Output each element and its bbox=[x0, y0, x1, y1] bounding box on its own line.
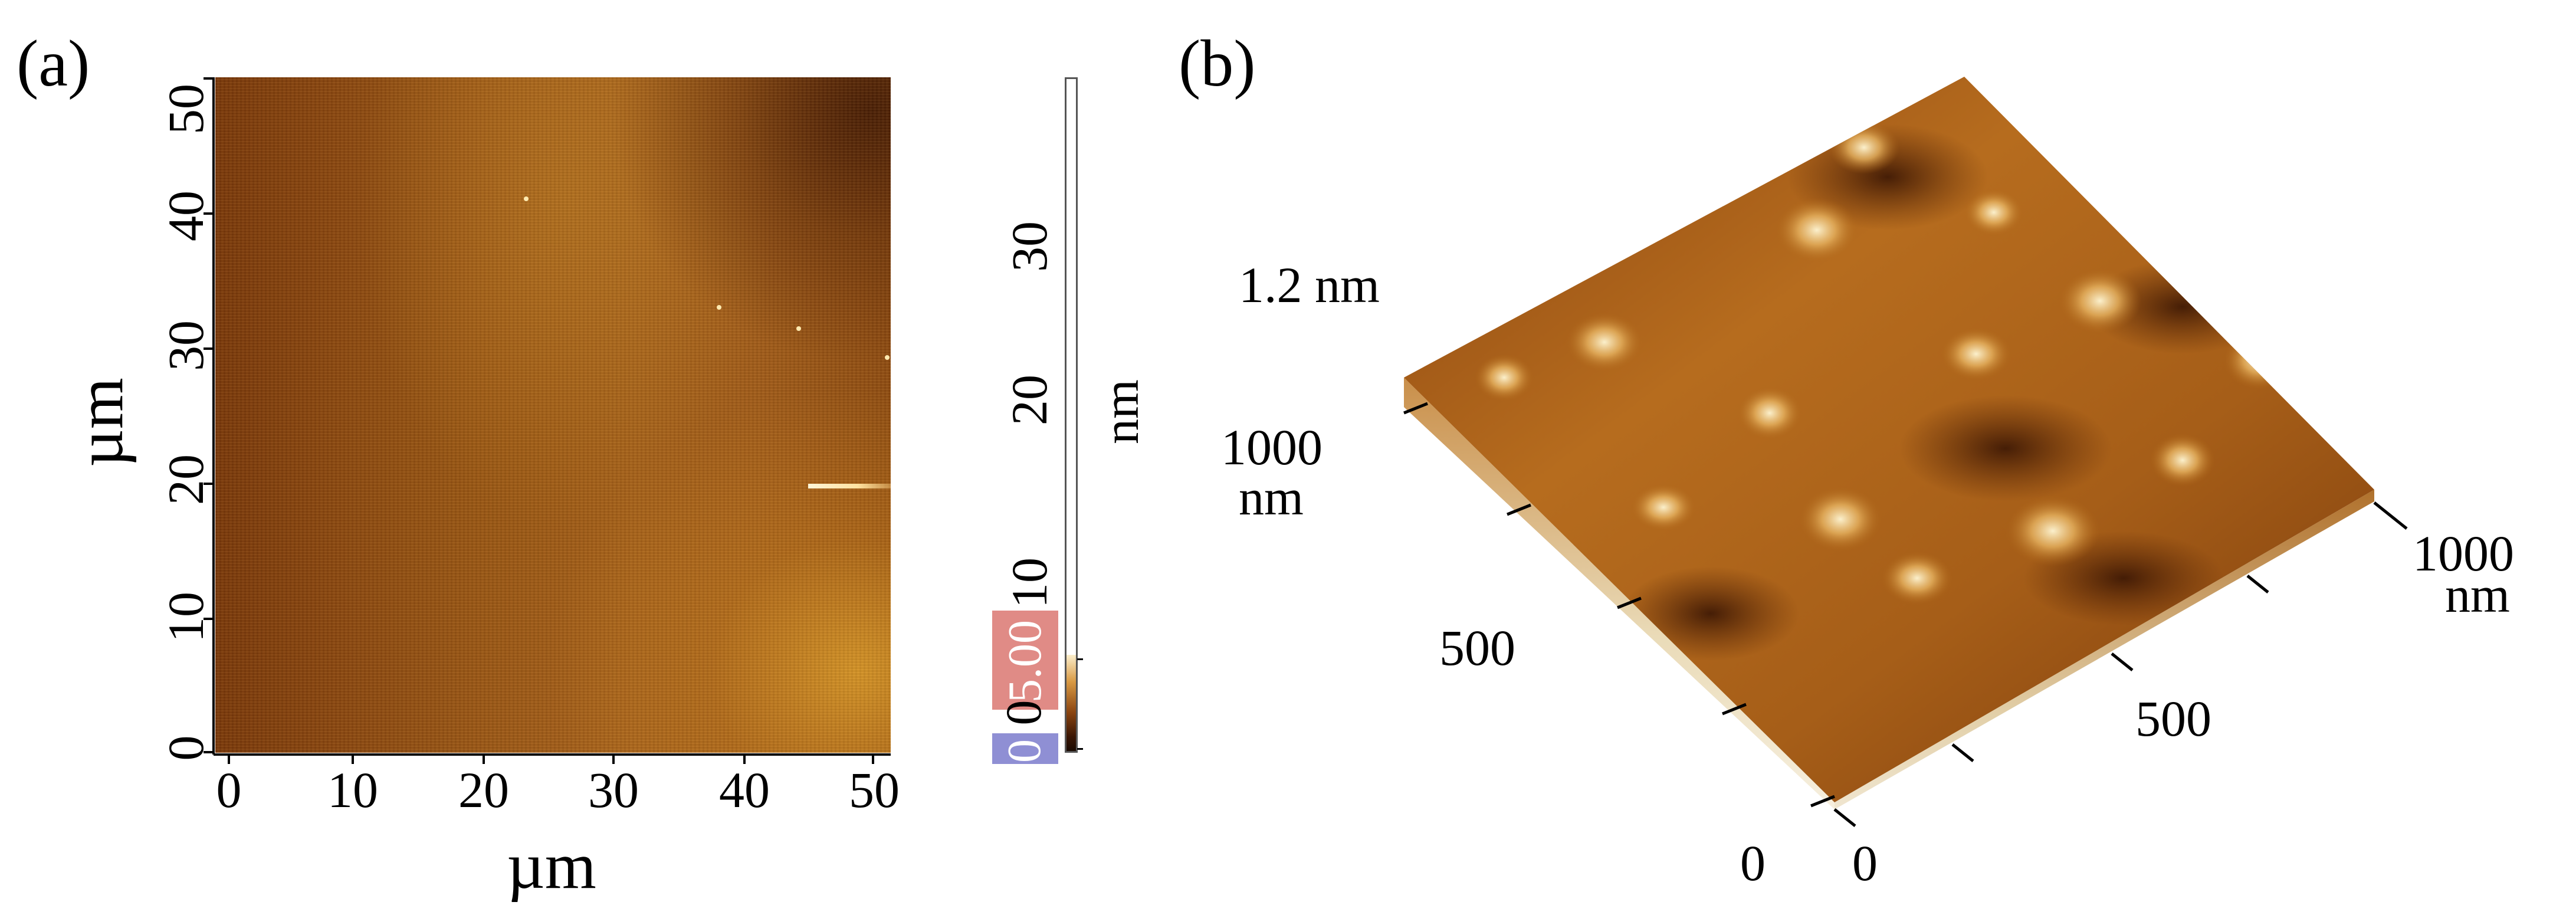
colorbar-marker bbox=[1077, 748, 1083, 750]
afm-height-map bbox=[215, 77, 891, 753]
x-tick-label: 10 bbox=[327, 762, 378, 818]
right-axis-max-label: 1000 bbox=[2413, 525, 2514, 582]
left-axis-tick bbox=[1617, 596, 1642, 609]
x-axis-tick bbox=[743, 753, 746, 764]
colorbar-min-box: 0 bbox=[992, 733, 1058, 764]
x-axis-line bbox=[214, 753, 891, 756]
x-axis-tick bbox=[483, 753, 485, 764]
colorbar-frame bbox=[1065, 77, 1078, 753]
right-axis-tick bbox=[1833, 808, 1856, 827]
y-axis-tick bbox=[204, 77, 214, 80]
right-axis-zero-label: 0 bbox=[1852, 835, 1878, 891]
x-tick-label: 50 bbox=[849, 762, 900, 818]
colorbar-marker bbox=[1077, 658, 1083, 660]
right-axis-tick bbox=[2373, 501, 2408, 530]
left-axis-max-label: 1000 bbox=[1221, 419, 1323, 475]
y-axis-line bbox=[212, 77, 215, 755]
right-axis-tick bbox=[2111, 652, 2134, 671]
afm-bright-particle bbox=[885, 355, 890, 360]
panel-a-label: (a) bbox=[17, 27, 90, 100]
panel-b-label: (b) bbox=[1179, 27, 1256, 100]
y-axis-tick bbox=[204, 618, 214, 620]
afm-bright-particle bbox=[717, 305, 721, 310]
x-axis-tick bbox=[228, 753, 230, 764]
x-axis-tick bbox=[612, 753, 615, 764]
colorbar-gradient bbox=[1067, 655, 1076, 751]
right-axis-tick bbox=[1951, 743, 1974, 762]
afm-bright-particle bbox=[524, 196, 529, 201]
x-tick-label: 20 bbox=[458, 762, 509, 818]
colorbar-max-box: 5.00 bbox=[992, 611, 1058, 710]
left-axis-unit-label: nm bbox=[1239, 469, 1304, 526]
left-axis-zero-label: 0 bbox=[1740, 835, 1766, 891]
right-axis-tick bbox=[2246, 575, 2269, 593]
left-axis-tick bbox=[1507, 503, 1531, 516]
left-axis-mid-label: 500 bbox=[1439, 619, 1515, 676]
y-axis-tick bbox=[204, 212, 214, 215]
afm-bright-particle bbox=[796, 326, 801, 331]
x-tick-label: 40 bbox=[719, 762, 770, 818]
surface-left-wall bbox=[1404, 378, 1835, 809]
y-axis-tick bbox=[204, 483, 214, 485]
y-axis-tick bbox=[204, 347, 214, 350]
z-scale-label: 1.2 nm bbox=[1239, 257, 1380, 313]
x-axis-tick bbox=[352, 753, 354, 764]
x-axis-tick bbox=[872, 753, 874, 764]
surface-right-wall bbox=[1835, 490, 2374, 809]
afm-streak-artifact bbox=[808, 484, 891, 488]
x-axis-label: µm bbox=[507, 829, 596, 903]
x-tick-label: 30 bbox=[588, 762, 639, 818]
right-axis-mid-label: 500 bbox=[2135, 690, 2211, 747]
right-axis-unit-label: nm bbox=[2445, 566, 2510, 623]
y-axis-tick bbox=[204, 751, 214, 753]
left-axis-tick bbox=[1403, 402, 1428, 415]
x-tick-label: 0 bbox=[216, 762, 242, 818]
left-axis-tick bbox=[1722, 703, 1747, 716]
left-axis-tick bbox=[1810, 795, 1835, 808]
